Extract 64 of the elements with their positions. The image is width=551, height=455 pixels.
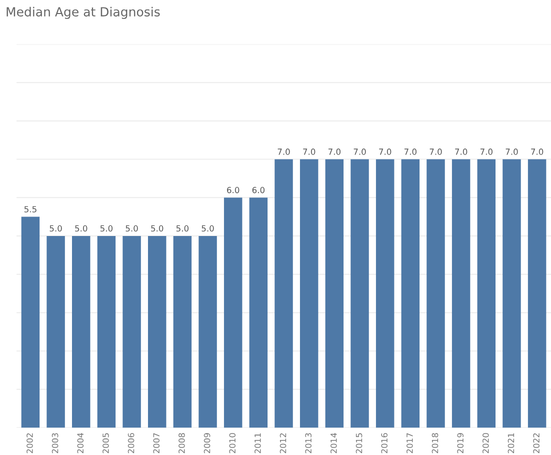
bar: [300, 159, 318, 428]
x-tick-label: 2004: [77, 433, 84, 454]
x-tick-label: 2005: [102, 433, 109, 454]
bar: [21, 216, 40, 428]
x-tick-label: 2020: [482, 433, 489, 454]
data-label: 7.0: [480, 148, 492, 155]
bar: [477, 159, 496, 428]
data-label: 7.0: [354, 148, 366, 155]
x-tick-label: 2019: [457, 433, 464, 454]
bar: [148, 236, 166, 428]
data-label: 7.0: [404, 148, 416, 155]
x-tick-label: 2003: [52, 433, 58, 454]
chart-title: Median Age at Diagnosis: [6, 6, 160, 19]
data-label: 5.5: [24, 206, 36, 212]
x-tick-label: 2008: [178, 433, 185, 454]
data-label: 7.0: [278, 148, 290, 155]
bar: [173, 236, 192, 428]
data-label: 5.0: [100, 225, 113, 232]
data-label: 7.0: [531, 148, 544, 155]
bar: [350, 159, 369, 428]
bar: [426, 159, 445, 428]
x-tick-label: 2017: [406, 433, 413, 454]
bar: [122, 236, 141, 428]
x-tick-label: 2002: [26, 433, 33, 454]
data-label: 5.0: [50, 225, 62, 232]
x-tick-label: 2012: [280, 433, 286, 454]
x-tick-label: 2014: [330, 433, 337, 454]
bar: [376, 159, 394, 428]
data-label: 5.0: [176, 225, 189, 232]
x-tick-label: 2013: [305, 433, 312, 454]
data-label: 5.0: [151, 225, 164, 232]
bar: [72, 236, 90, 428]
bar: [198, 236, 217, 428]
bar: [249, 198, 268, 428]
bar: [97, 236, 116, 428]
x-tick-label: 2011: [254, 433, 261, 454]
data-label: 5.0: [202, 225, 214, 232]
x-tick-label: 2022: [533, 433, 540, 454]
data-label: 5.0: [126, 225, 138, 232]
x-tick-label: 2009: [204, 433, 210, 454]
data-label: 7.0: [328, 148, 340, 155]
data-label: 7.0: [506, 148, 518, 155]
x-tick-label: 2006: [128, 433, 134, 454]
data-label: 7.0: [303, 148, 316, 155]
bar: [502, 159, 521, 428]
data-label: 6.0: [252, 186, 265, 194]
x-tick-label: 2015: [356, 433, 362, 454]
bar: [401, 159, 420, 428]
bar: [46, 236, 65, 428]
x-tick-label: 2021: [508, 433, 514, 454]
x-tick-label: 2016: [381, 433, 388, 454]
x-tick-label: 2007: [153, 433, 160, 454]
x-tick-label: 2018: [432, 433, 438, 454]
data-label: 7.0: [379, 148, 392, 155]
bar: [325, 159, 344, 428]
bar: [224, 198, 242, 428]
data-label: 7.0: [455, 148, 468, 155]
bar: [452, 159, 470, 428]
bar: [528, 159, 546, 428]
x-tick-label: 2010: [229, 433, 236, 454]
data-label: 5.0: [75, 225, 88, 232]
data-label: 6.0: [227, 186, 240, 194]
data-label: 7.0: [430, 148, 442, 155]
bar: [274, 159, 293, 428]
